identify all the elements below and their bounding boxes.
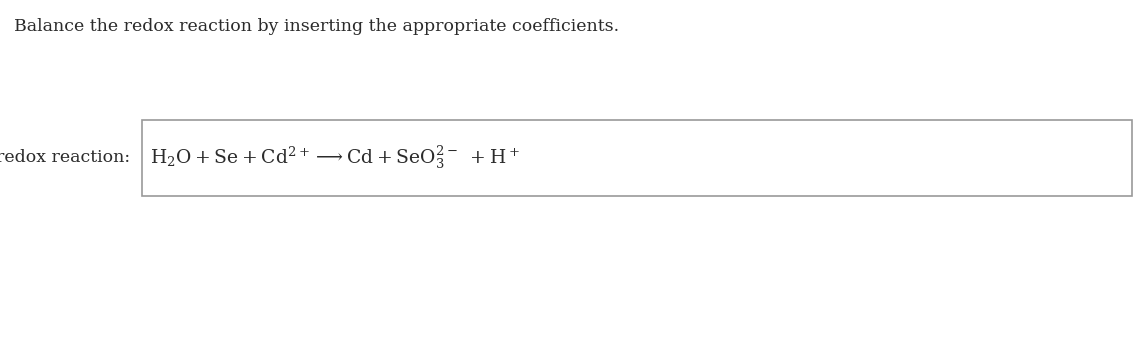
- Text: Balance the redox reaction by inserting the appropriate coefficients.: Balance the redox reaction by inserting …: [14, 18, 619, 35]
- FancyBboxPatch shape: [142, 120, 1132, 196]
- Text: redox reaction:: redox reaction:: [0, 148, 130, 166]
- Text: $\mathregular{H_2O + Se + Cd^{2+} \longrightarrow Cd + SeO_3^{2-}\ + H^+}$: $\mathregular{H_2O + Se + Cd^{2+} \longr…: [150, 145, 520, 171]
